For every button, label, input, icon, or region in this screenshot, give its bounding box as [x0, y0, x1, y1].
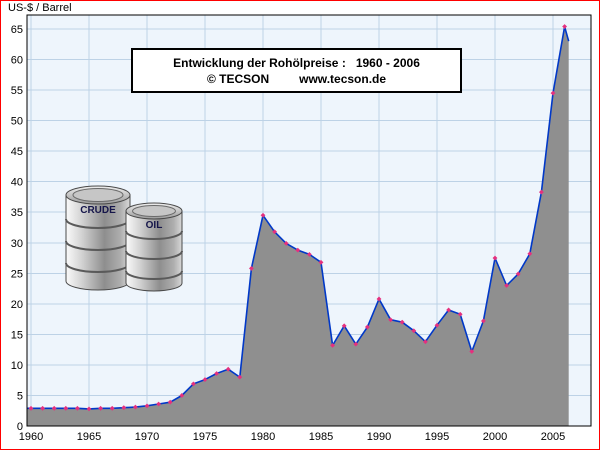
svg-text:55: 55: [11, 85, 23, 97]
svg-text:60: 60: [11, 55, 23, 67]
svg-text:25: 25: [11, 268, 23, 280]
svg-text:15: 15: [11, 329, 23, 341]
chart-subtitle: © TECSON www.tecson.de: [133, 71, 460, 87]
website-url: www.tecson.de: [299, 72, 387, 86]
oil-barrels-icon: CRUDE OIL: [65, 185, 183, 292]
y-axis-unit-label: US-$ / Barrel: [8, 2, 72, 14]
svg-text:10: 10: [11, 360, 23, 372]
svg-text:5: 5: [17, 390, 23, 402]
svg-text:1985: 1985: [309, 431, 333, 443]
svg-text:20: 20: [11, 299, 23, 311]
svg-text:30: 30: [11, 238, 23, 250]
svg-text:2000: 2000: [483, 431, 507, 443]
crude-barrel-label: CRUDE: [80, 205, 116, 216]
oil-barrel-label: OIL: [146, 220, 163, 231]
svg-text:45: 45: [11, 146, 23, 158]
svg-text:1995: 1995: [425, 431, 449, 443]
svg-text:65: 65: [11, 24, 23, 36]
svg-text:1990: 1990: [367, 431, 391, 443]
copyright-label: © TECSON: [206, 72, 270, 86]
svg-text:1970: 1970: [135, 431, 159, 443]
svg-text:1980: 1980: [251, 431, 275, 443]
svg-text:2005: 2005: [541, 431, 565, 443]
svg-text:1975: 1975: [193, 431, 217, 443]
chart-title-box: Entwicklung der Rohölpreise : 1960 - 200…: [131, 48, 462, 93]
svg-text:50: 50: [11, 116, 23, 128]
chart-title: Entwicklung der Rohölpreise : 1960 - 200…: [173, 56, 420, 70]
oil-barrel: [125, 202, 183, 292]
svg-text:40: 40: [11, 177, 23, 189]
svg-text:1960: 1960: [19, 431, 43, 443]
svg-text:1965: 1965: [77, 431, 101, 443]
crude-barrel: [65, 185, 131, 291]
svg-text:35: 35: [11, 207, 23, 219]
svg-text:0: 0: [17, 421, 23, 433]
